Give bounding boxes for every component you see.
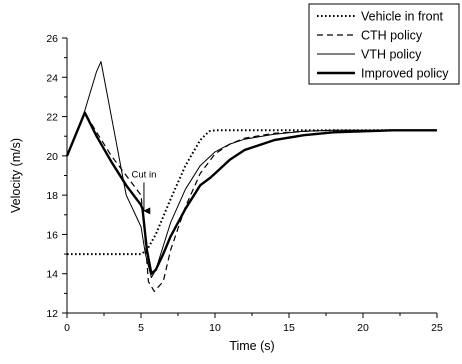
y-tick-label: 16 — [46, 229, 58, 241]
legend-box — [308, 3, 460, 85]
axes-group: 0 5 10 15 20 25 12 14 16 18 20 22 24 26 Time (s) Veloci… — [9, 33, 443, 353]
series-line-1 — [67, 129, 437, 256]
legend-label-1: Vehicle in front — [361, 10, 444, 24]
legend-label-4: Improved policy — [361, 67, 449, 81]
x-tick-label: 25 — [431, 322, 443, 334]
series-group — [65, 61, 437, 292]
series-line-4 — [65, 111, 437, 275]
y-tick-label: 22 — [46, 112, 58, 124]
y-tick-label: 26 — [46, 33, 58, 45]
x-tick-label: 20 — [357, 322, 369, 334]
x-tick-label: 15 — [283, 322, 295, 334]
y-tick-label: 18 — [46, 190, 58, 202]
x-tick-label: 10 — [209, 322, 221, 334]
y-tick-label: 24 — [46, 72, 58, 84]
annotation-label: Cut in — [132, 169, 157, 180]
y-tick-label: 20 — [46, 151, 58, 163]
y-tick-label: 14 — [46, 269, 58, 281]
y-axis-label: Velocity (m/s) — [9, 138, 23, 213]
legend: Vehicle in front CTH policy VTH policy Impr… — [308, 3, 460, 85]
annotation-group: Cut in — [132, 169, 157, 215]
series-line-2 — [66, 111, 437, 292]
series-line-3 — [66, 61, 437, 279]
x-tick-label: 0 — [64, 322, 70, 334]
y-tick-label: 12 — [46, 308, 58, 320]
legend-label-2: CTH policy — [361, 29, 423, 43]
x-axis-label: Time (s) — [229, 339, 274, 353]
legend-label-3: VTH policy — [361, 48, 422, 62]
x-tick-label: 5 — [138, 322, 144, 334]
